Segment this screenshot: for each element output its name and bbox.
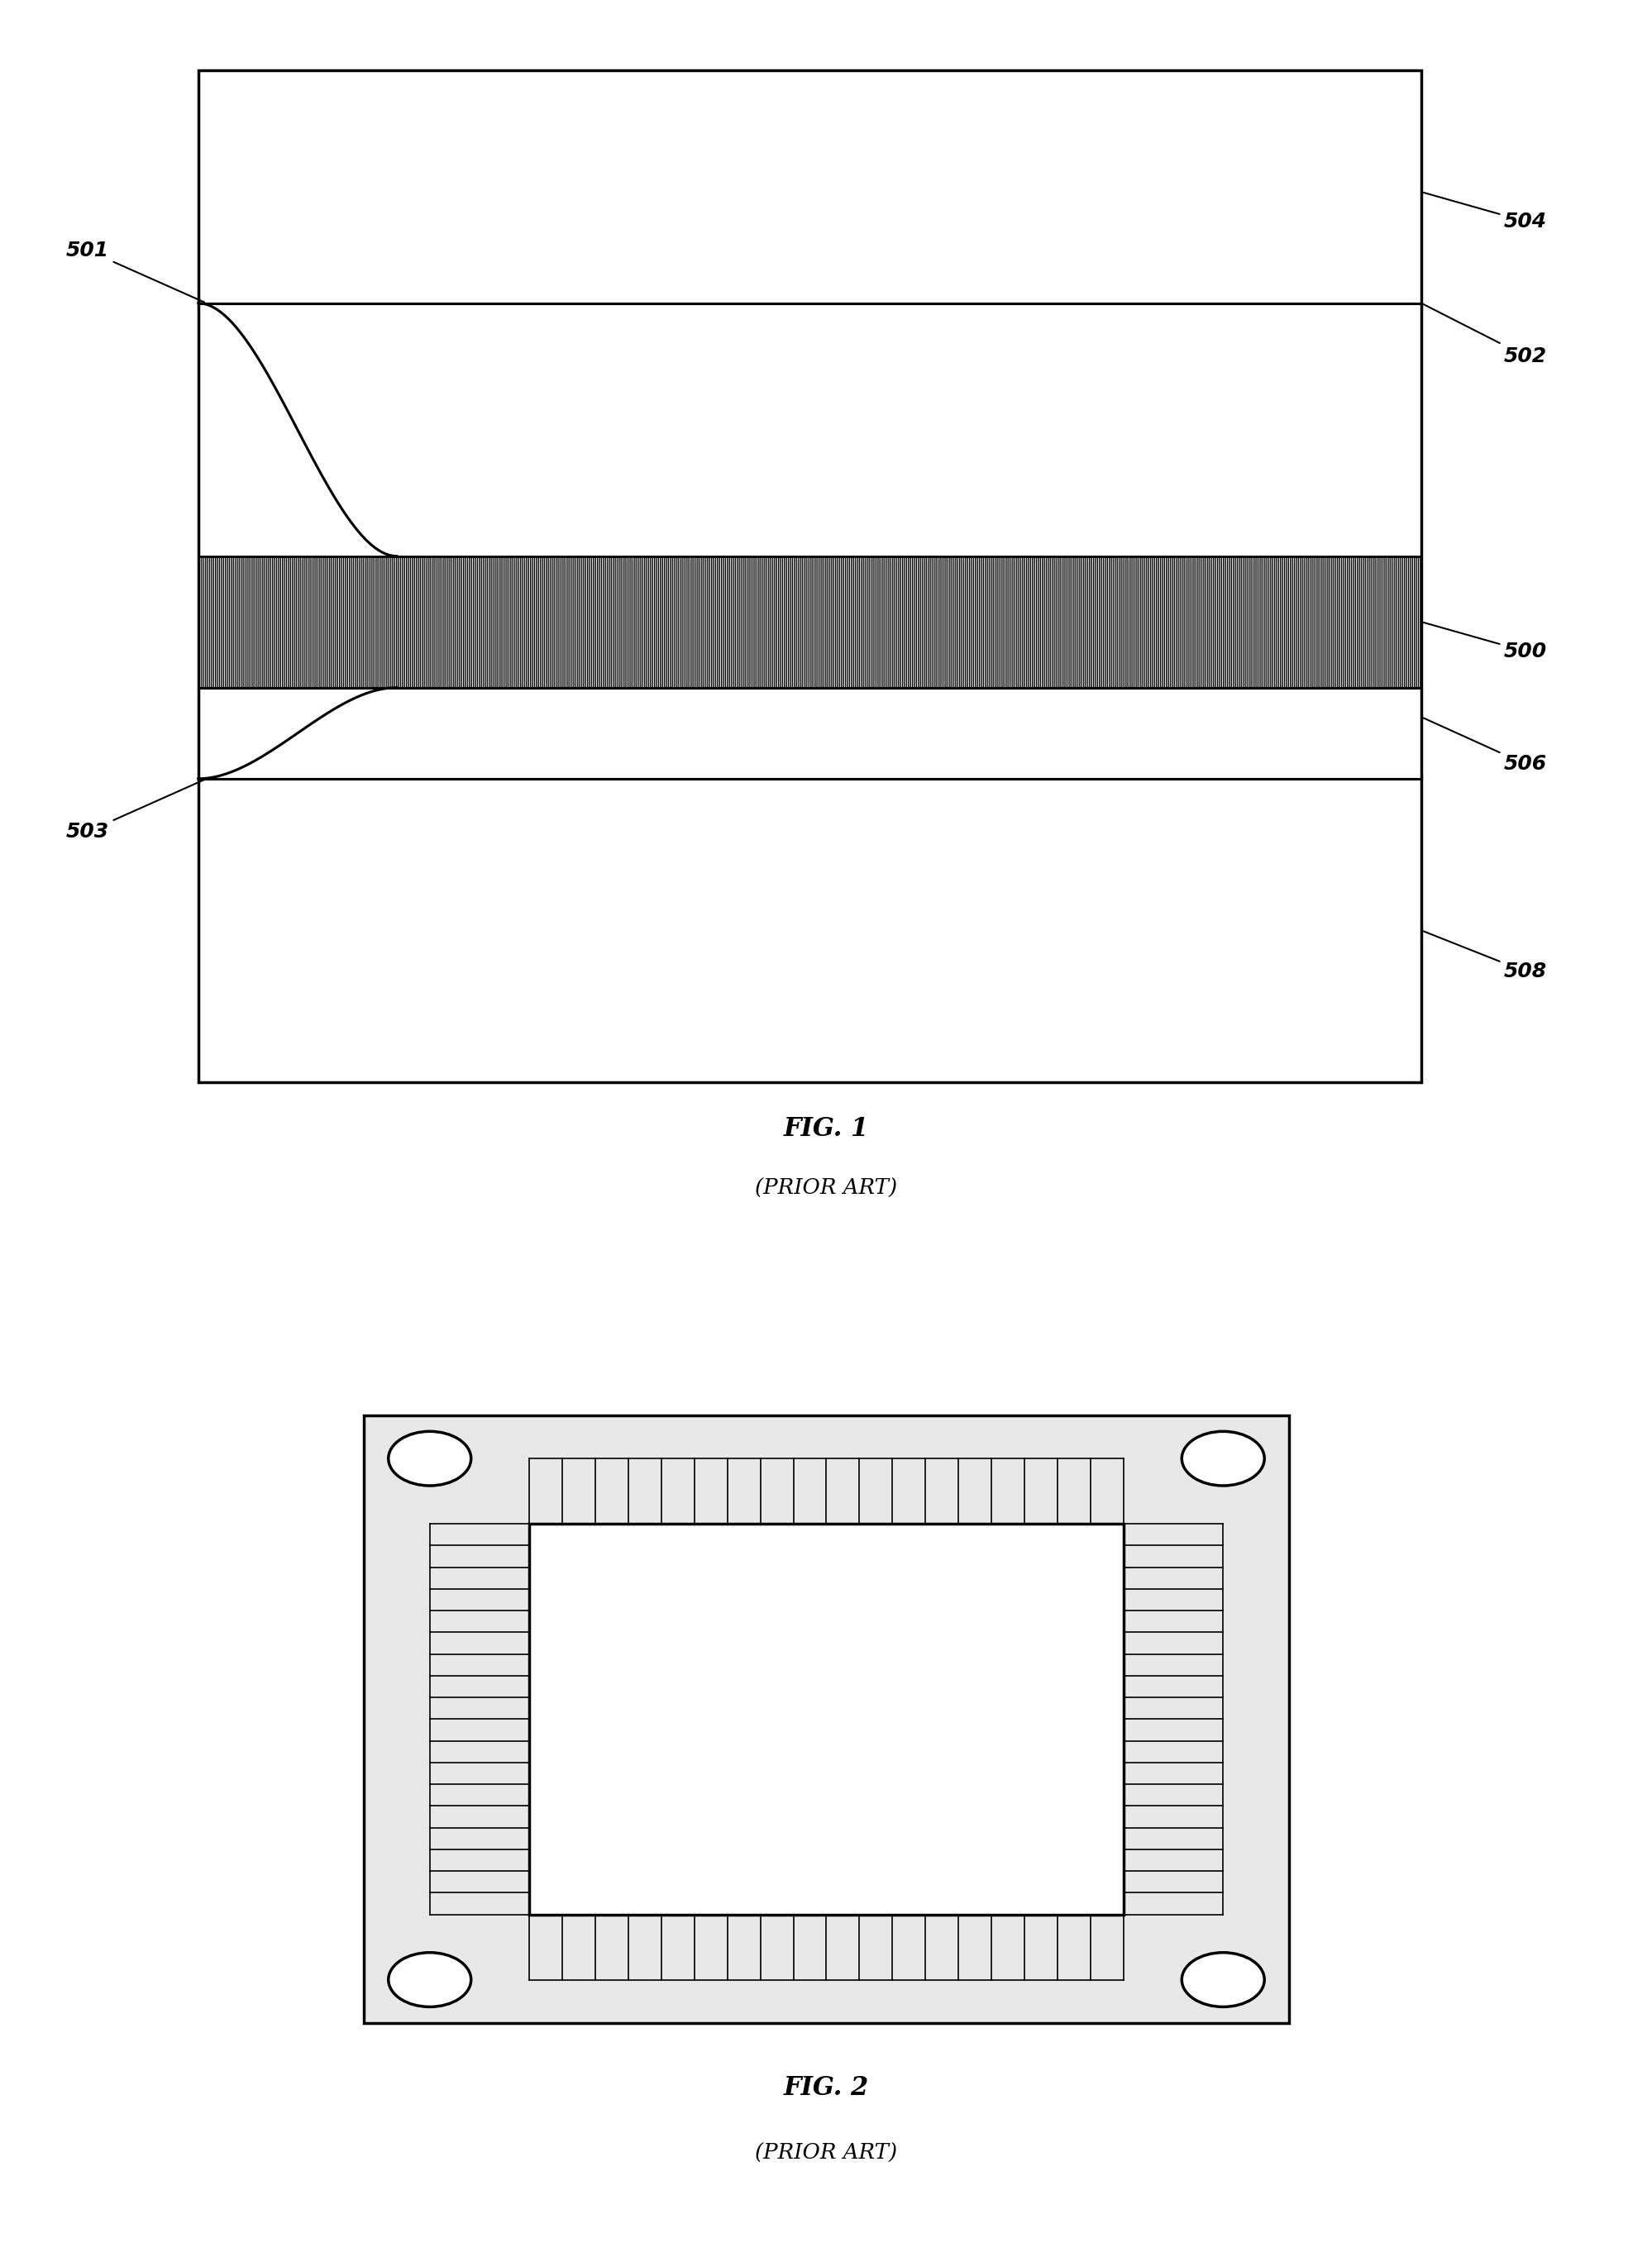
Bar [363,1416,1289,2022]
Text: 504: 504 [1422,192,1546,231]
Circle shape [1181,1952,1264,2006]
Text: 502: 502 [1422,305,1546,366]
Circle shape [388,1952,471,2006]
Bar [198,70,1421,1081]
Text: FIG. 2: FIG. 2 [783,2077,869,2101]
Text: 506: 506 [1422,717,1546,774]
Text: (PRIOR ART): (PRIOR ART) [755,1179,897,1199]
Text: 500: 500 [1422,622,1546,661]
Text: (PRIOR ART): (PRIOR ART) [755,2142,897,2165]
Bar [529,1525,1123,1914]
Text: FIG. 1: FIG. 1 [783,1117,869,1142]
Circle shape [388,1432,471,1486]
Text: 508: 508 [1422,932,1546,982]
Bar [198,556,1421,688]
Circle shape [1181,1432,1264,1486]
Text: 503: 503 [66,780,205,841]
Text: 501: 501 [66,240,205,303]
